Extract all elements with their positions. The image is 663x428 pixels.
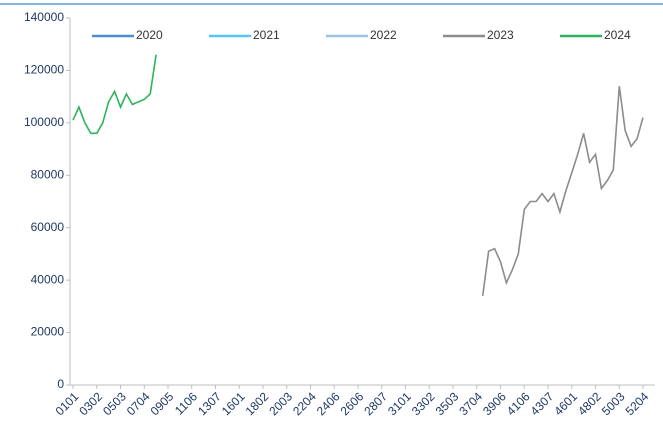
x-tick-label: 2003: [266, 389, 295, 418]
x-tick-label: 2204: [290, 389, 319, 418]
legend-label: 2023: [487, 28, 514, 42]
x-tick-label: 0704: [124, 389, 153, 418]
x-tick-label: 3906: [480, 389, 509, 418]
x-tick-label: 3704: [456, 389, 485, 418]
x-tick-label: 2807: [361, 389, 390, 418]
x-tick-label: 5003: [599, 389, 628, 418]
legend-label: 2022: [370, 28, 397, 42]
x-tick-label: 1802: [243, 389, 272, 418]
x-tick-label: 0302: [76, 389, 105, 418]
x-tick-label: 4601: [551, 389, 580, 418]
x-tick-label: 0503: [100, 389, 129, 418]
y-tick-label: 0: [57, 377, 64, 391]
x-tick-label: 4802: [575, 389, 604, 418]
x-tick-label: 5204: [623, 389, 652, 418]
x-tick-label: 2606: [338, 389, 367, 418]
x-tick-label: 1601: [219, 389, 248, 418]
x-tick-label: 3101: [385, 389, 414, 418]
x-tick-label: 4307: [528, 389, 557, 418]
series-line: [481, 86, 644, 297]
x-tick-label: 3503: [433, 389, 462, 418]
x-tick-label: 1106: [172, 389, 200, 417]
legend-label: 2021: [253, 28, 280, 42]
x-tick-label: 2406: [314, 389, 343, 418]
x-tick-label: 4106: [504, 389, 533, 418]
x-tick-label: 0905: [148, 389, 177, 418]
y-tick-label: 120000: [24, 63, 64, 77]
legend-label: 2024: [604, 28, 631, 42]
x-tick-label: 1307: [195, 389, 224, 418]
y-tick-label: 20000: [31, 325, 65, 339]
y-tick-label: 40000: [31, 272, 65, 286]
y-tick-label: 60000: [31, 220, 65, 234]
y-tick-label: 140000: [24, 10, 64, 24]
x-tick-label: 3302: [409, 389, 438, 418]
y-tick-label: 100000: [24, 115, 64, 129]
legend-label: 2020: [136, 28, 163, 42]
series-line: [72, 54, 157, 135]
y-tick-label: 80000: [31, 167, 65, 181]
x-tick-label: 0101: [53, 389, 82, 418]
